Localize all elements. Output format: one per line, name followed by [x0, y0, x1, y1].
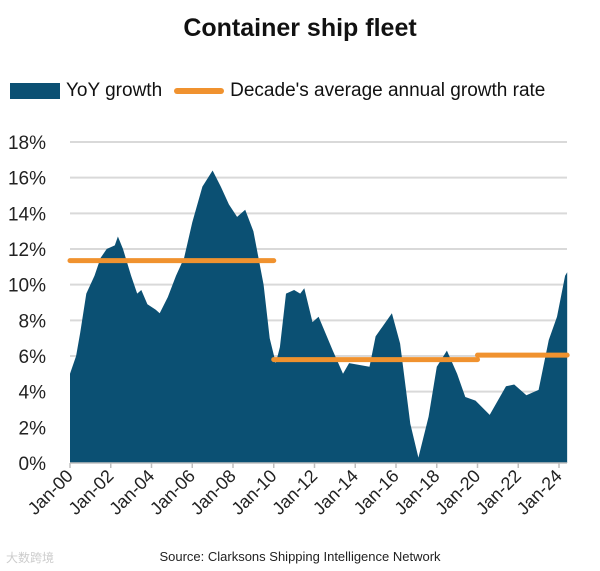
y-tick-label: 8%	[19, 311, 47, 332]
yoy-growth-area	[70, 170, 568, 463]
y-tick-label: 16%	[8, 169, 46, 190]
chart-title: Container ship fleet	[183, 14, 417, 42]
x-tick-label: Jan-10	[228, 466, 281, 519]
y-tick-label: 4%	[19, 383, 47, 404]
y-tick-label: 12%	[8, 240, 46, 261]
x-tick-label: Jan-02	[65, 466, 118, 519]
legend-label-yoy: YoY growth	[66, 80, 163, 101]
x-tick-label: Jan-04	[105, 466, 158, 519]
y-tick-label: 10%	[8, 276, 46, 297]
x-tick-label: Jan-22	[472, 466, 525, 519]
source-note: Source: Clarksons Shipping Intelligence …	[159, 549, 441, 564]
legend-swatch-line	[174, 88, 225, 94]
y-tick-label: 2%	[19, 418, 47, 439]
x-tick-label: Jan-14	[309, 466, 362, 519]
x-tick-label: Jan-06	[146, 466, 199, 519]
legend-swatch-area	[10, 83, 60, 99]
legend-label-average: Decade's average annual growth rate	[230, 80, 546, 101]
x-tick-label: Jan-24	[513, 466, 566, 519]
x-tick-label: Jan-12	[268, 466, 321, 519]
x-tick-label: Jan-20	[431, 466, 484, 519]
x-tick-label: Jan-18	[391, 466, 444, 519]
y-tick-label: 0%	[19, 454, 47, 475]
legend: YoY growth Decade's average annual growt…	[10, 80, 545, 102]
y-tick-label: 6%	[19, 347, 47, 368]
y-tick-label: 18%	[8, 133, 46, 154]
x-tick-label: Jan-16	[350, 466, 403, 519]
watermark-logo: 大数跨境	[6, 551, 55, 565]
y-tick-label: 14%	[8, 204, 46, 225]
x-tick-label: Jan-08	[187, 466, 240, 519]
